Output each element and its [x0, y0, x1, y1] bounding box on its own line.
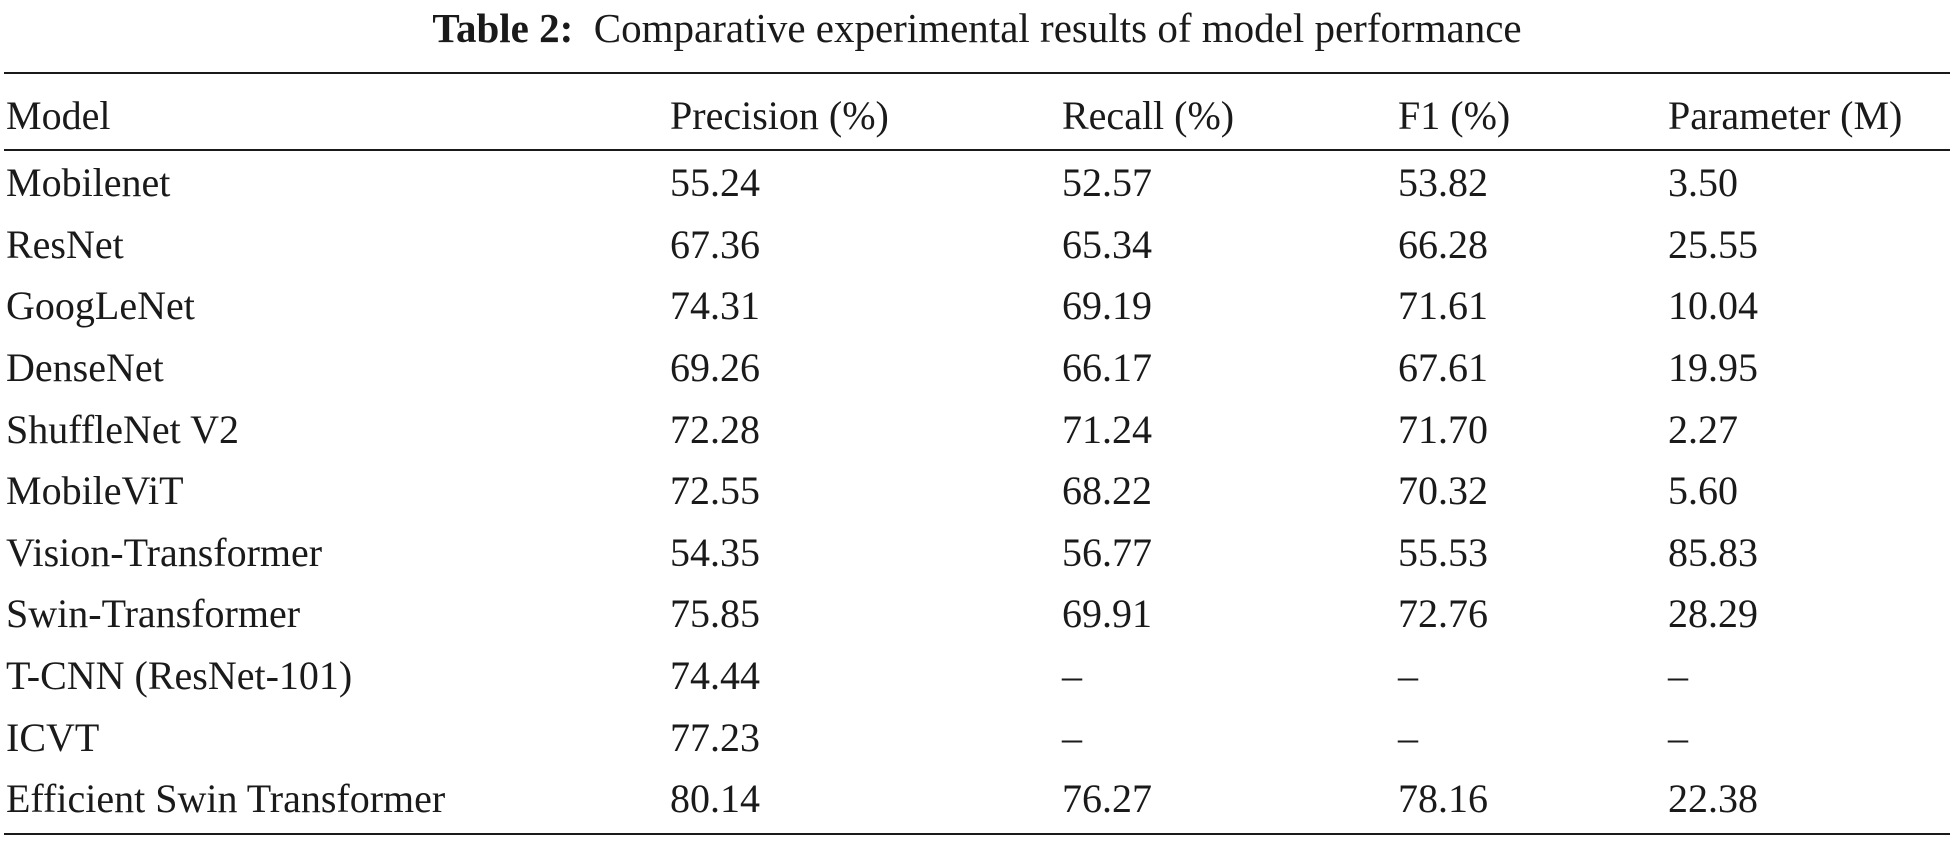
- table-row: Vision-Transformer 54.35 56.77 55.53 85.83: [0, 522, 1954, 584]
- table-body: Mobilenet 55.24 52.57 53.82 3.50 ResNet 67.36 6…: [0, 148, 1954, 830]
- cell-precision: 77.23: [670, 714, 760, 760]
- cell-precision: 75.85: [670, 591, 760, 637]
- cell-recall: 69.19: [1062, 283, 1152, 329]
- cell-recall: –: [1062, 653, 1082, 699]
- header-precision: Precision (%): [670, 92, 889, 138]
- header-row: Model Precision (%) Recall (%) F1 (%) Pa…: [0, 82, 1954, 148]
- table-caption-label: Table 2:: [432, 5, 574, 51]
- cell-model: T-CNN (ResNet-101): [6, 653, 353, 699]
- cell-model: Swin-Transformer: [6, 591, 301, 637]
- header-recall: Recall (%): [1062, 92, 1235, 138]
- table-row: ResNet 67.36 65.34 66.28 25.55: [0, 214, 1954, 276]
- cell-f1: 71.70: [1398, 406, 1488, 452]
- cell-precision: 69.26: [670, 345, 760, 391]
- cell-precision: 72.55: [670, 468, 760, 514]
- cell-model: Efficient Swin Transformer: [6, 776, 446, 822]
- cell-parameter: –: [1668, 653, 1688, 699]
- cell-parameter: –: [1668, 714, 1688, 760]
- cell-recall: 52.57: [1062, 160, 1152, 206]
- cell-model: ShuffleNet V2: [6, 406, 239, 452]
- table-bottom-rule: [4, 833, 1950, 835]
- table-row: Mobilenet 55.24 52.57 53.82 3.50: [0, 148, 1954, 214]
- cell-parameter: 3.50: [1668, 160, 1738, 206]
- table-row: DenseNet 69.26 66.17 67.61 19.95: [0, 337, 1954, 399]
- table-row: ShuffleNet V2 72.28 71.24 71.70 2.27: [0, 398, 1954, 460]
- cell-recall: –: [1062, 714, 1082, 760]
- cell-precision: 74.31: [670, 283, 760, 329]
- table-caption-text: Comparative experimental results of mode…: [593, 5, 1522, 51]
- table-row: Swin-Transformer 75.85 69.91 72.76 28.29: [0, 583, 1954, 645]
- cell-precision: 80.14: [670, 776, 760, 822]
- table-caption: Table 2: Comparative experimental result…: [0, 4, 1954, 52]
- cell-f1: 78.16: [1398, 776, 1488, 822]
- header-model: Model: [6, 92, 111, 138]
- cell-f1: 66.28: [1398, 221, 1488, 267]
- cell-parameter: 85.83: [1668, 529, 1758, 575]
- cell-f1: 71.61: [1398, 283, 1488, 329]
- cell-recall: 71.24: [1062, 406, 1152, 452]
- header-parameter: Parameter (M): [1668, 92, 1903, 138]
- results-table: Model Precision (%) Recall (%) F1 (%) Pa…: [0, 82, 1954, 830]
- cell-recall: 69.91: [1062, 591, 1152, 637]
- cell-f1: 53.82: [1398, 160, 1488, 206]
- header-f1: F1 (%): [1398, 92, 1511, 138]
- cell-f1: 67.61: [1398, 345, 1488, 391]
- cell-model: Vision-Transformer: [6, 529, 323, 575]
- table-row: T-CNN (ResNet-101) 74.44 – – –: [0, 645, 1954, 707]
- table-row: GoogLeNet 74.31 69.19 71.61 10.04: [0, 275, 1954, 337]
- cell-model: MobileViT: [6, 468, 184, 514]
- cell-precision: 74.44: [670, 653, 760, 699]
- table-row: MobileViT 72.55 68.22 70.32 5.60: [0, 460, 1954, 522]
- cell-f1: –: [1398, 714, 1418, 760]
- cell-parameter: 5.60: [1668, 468, 1738, 514]
- cell-parameter: 25.55: [1668, 221, 1758, 267]
- cell-parameter: 19.95: [1668, 345, 1758, 391]
- cell-model: Mobilenet: [6, 160, 171, 206]
- cell-recall: 68.22: [1062, 468, 1152, 514]
- cell-recall: 56.77: [1062, 529, 1152, 575]
- cell-model: ICVT: [6, 714, 100, 760]
- cell-f1: –: [1398, 653, 1418, 699]
- cell-precision: 67.36: [670, 221, 760, 267]
- cell-precision: 54.35: [670, 529, 760, 575]
- cell-recall: 76.27: [1062, 776, 1152, 822]
- table-header-rule: [4, 149, 1950, 151]
- cell-model: GoogLeNet: [6, 283, 195, 329]
- cell-recall: 66.17: [1062, 345, 1152, 391]
- cell-parameter: 22.38: [1668, 776, 1758, 822]
- table-header: Model Precision (%) Recall (%) F1 (%) Pa…: [0, 82, 1954, 148]
- table-row: ICVT 77.23 – – –: [0, 706, 1954, 768]
- cell-precision: 55.24: [670, 160, 760, 206]
- cell-f1: 72.76: [1398, 591, 1488, 637]
- cell-parameter: 28.29: [1668, 591, 1758, 637]
- cell-model: DenseNet: [6, 345, 164, 391]
- cell-recall: 65.34: [1062, 221, 1152, 267]
- table-row: Efficient Swin Transformer 80.14 76.27 78.1…: [0, 768, 1954, 830]
- cell-precision: 72.28: [670, 406, 760, 452]
- cell-model: ResNet: [6, 221, 124, 267]
- cell-f1: 55.53: [1398, 529, 1488, 575]
- cell-parameter: 10.04: [1668, 283, 1758, 329]
- cell-f1: 70.32: [1398, 468, 1488, 514]
- table-top-rule: [4, 72, 1950, 74]
- cell-parameter: 2.27: [1668, 406, 1738, 452]
